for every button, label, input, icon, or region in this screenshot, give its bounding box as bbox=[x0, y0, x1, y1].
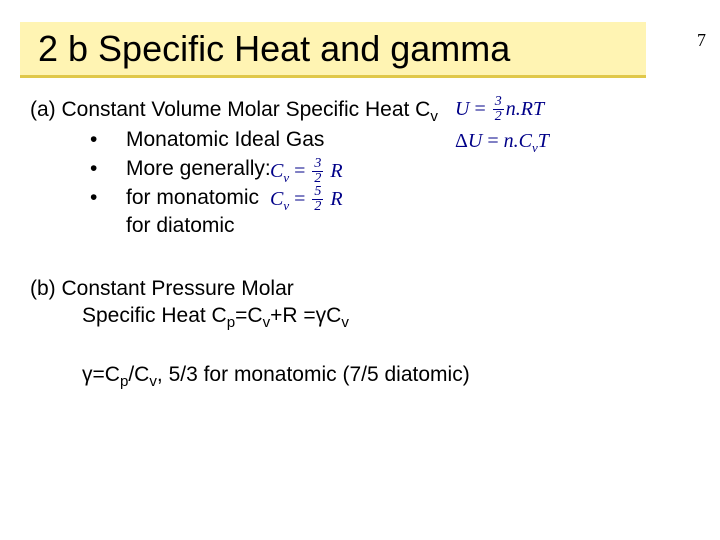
f-eq: = bbox=[482, 130, 503, 152]
page-number: 7 bbox=[697, 30, 706, 51]
f-num: 5 bbox=[312, 185, 323, 200]
f-R: R bbox=[325, 160, 342, 182]
fraction-icon: 32 bbox=[493, 95, 504, 124]
f-rhs: n.RT bbox=[506, 98, 544, 120]
fraction-icon: 52 bbox=[312, 185, 323, 214]
bullet-icon: • bbox=[90, 155, 126, 182]
f-lhs: C bbox=[270, 160, 283, 182]
gamma-icon: γ bbox=[82, 363, 93, 386]
f-lhs: U bbox=[455, 98, 469, 120]
list-item: • for monatomic for diatomic bbox=[90, 184, 690, 239]
bullet-icon: • bbox=[90, 126, 126, 153]
section-b: (b) Constant Pressure Molar Specific Hea… bbox=[30, 275, 690, 330]
section-a-head-text: (a) Constant Volume Molar Specific Heat … bbox=[30, 98, 430, 121]
bullet-text: More generally: bbox=[126, 155, 271, 182]
f-eq: = bbox=[469, 98, 490, 120]
gl-text: =C bbox=[93, 363, 120, 386]
f-num: 3 bbox=[493, 95, 504, 110]
section-a: (a) Constant Volume Molar Specific Heat … bbox=[30, 96, 690, 238]
formula-Cv-monatomic: Cv = 32 R bbox=[270, 158, 343, 187]
gl-sub: v bbox=[149, 374, 157, 391]
slide-body: (a) Constant Volume Molar Specific Heat … bbox=[30, 96, 690, 388]
f-eq: = bbox=[289, 160, 310, 182]
f-den: 2 bbox=[493, 110, 504, 124]
bullet-text: Monatomic Ideal Gas bbox=[126, 126, 324, 153]
section-b-subline: Specific Heat Cp=Cv+R =γCv bbox=[82, 302, 690, 329]
sb-sub: p bbox=[227, 314, 235, 331]
sb-text: =C bbox=[235, 304, 262, 327]
sb-sub: v bbox=[263, 314, 271, 331]
bullet-list: • Monatomic Ideal Gas • More generally: … bbox=[90, 126, 690, 239]
f-num: 3 bbox=[312, 157, 323, 172]
f-rhs-a: n.C bbox=[504, 130, 532, 152]
f-eq: = bbox=[289, 188, 310, 210]
bullet-text-line2: for diatomic bbox=[126, 214, 235, 237]
list-item: • Monatomic Ideal Gas bbox=[90, 126, 690, 153]
fraction-icon: 32 bbox=[312, 157, 323, 186]
section-a-heading: (a) Constant Volume Molar Specific Heat … bbox=[30, 96, 690, 123]
gl-text: , 5/3 for monatomic (7/5 diatomic) bbox=[157, 363, 470, 386]
section-b-heading: (b) Constant Pressure Molar bbox=[30, 275, 690, 302]
gamma-icon: γ bbox=[316, 304, 327, 327]
gl-text: /C bbox=[128, 363, 149, 386]
f-lhs: C bbox=[270, 188, 283, 210]
bullet-text-line1: for monatomic bbox=[126, 186, 259, 209]
f-rhs-b: T bbox=[538, 130, 549, 152]
sb-text: Specific Heat C bbox=[82, 304, 227, 327]
bullet-icon: • bbox=[90, 184, 126, 211]
sb-sub: v bbox=[341, 314, 349, 331]
sb-text: +R = bbox=[270, 304, 316, 327]
f-den: 2 bbox=[312, 200, 323, 214]
formula-deltaU: ΔU = n.CvT bbox=[455, 128, 549, 154]
delta-icon: Δ bbox=[455, 130, 468, 152]
list-item: • More generally: bbox=[90, 155, 690, 182]
sb-text: C bbox=[326, 304, 341, 327]
formula-U-equals: U = 32n.RT bbox=[455, 96, 544, 125]
gamma-definition: γ=Cp/Cv, 5/3 for monatomic (7/5 diatomic… bbox=[82, 361, 690, 388]
f-R: R bbox=[325, 188, 342, 210]
f-lhs: U bbox=[468, 130, 482, 152]
section-a-head-sub: v bbox=[430, 109, 438, 126]
slide-title: 2 b Specific Heat and gamma bbox=[20, 22, 646, 78]
bullet-text: for monatomic for diatomic bbox=[126, 184, 259, 239]
formula-Cv-diatomic: Cv = 52 R bbox=[270, 186, 343, 215]
